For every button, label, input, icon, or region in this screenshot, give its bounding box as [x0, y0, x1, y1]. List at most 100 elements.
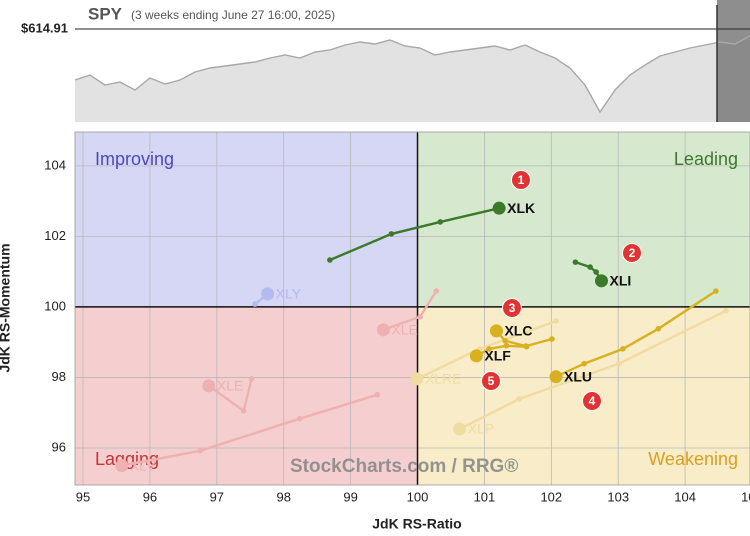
tail-point — [572, 259, 579, 265]
annotation-badge — [511, 170, 531, 190]
x-tick-label: 104 — [674, 489, 696, 504]
watermark: StockCharts.com / RRG® — [290, 456, 518, 477]
y-tick-label: 100 — [44, 298, 66, 313]
tail-point — [327, 257, 333, 263]
y-axis-title: JdK RS-Momentum — [0, 243, 13, 372]
tail-point — [523, 343, 530, 350]
x-tick-label: 96 — [143, 489, 157, 504]
tail-point — [587, 264, 593, 270]
spy-area — [75, 36, 750, 122]
tail-point — [486, 346, 492, 352]
annotation-badge — [622, 243, 642, 263]
tail-point — [296, 415, 303, 422]
tail-point — [655, 325, 662, 332]
annotation-number: 4 — [589, 394, 596, 408]
plot-area: Improving Leading Lagging Weakening StockCha… — [75, 132, 750, 485]
tail-point — [723, 307, 729, 314]
quadrant — [417, 132, 750, 307]
tail-point — [620, 346, 626, 352]
rrg-plot: Improving Leading Lagging Weakening StockCha… — [44, 131, 750, 504]
spy-line-group — [75, 0, 750, 122]
y-tick-label: 104 — [44, 157, 66, 172]
series-label: XLK — [507, 200, 535, 216]
spy-panel: SPY (3 weeks ending June 27 16:00, 2025)… — [21, 0, 750, 122]
tail-head — [115, 459, 129, 473]
tail-head — [594, 274, 608, 288]
tail-line — [120, 393, 379, 467]
x-tick-label: 105 — [741, 489, 750, 504]
tail-point — [374, 391, 381, 398]
series-label: XLE — [217, 378, 243, 394]
tail-head — [469, 349, 483, 363]
tail-head — [202, 379, 216, 393]
annotation-badge — [502, 298, 522, 318]
series-label: XLY — [276, 286, 302, 302]
tail-point — [197, 447, 203, 454]
x-tick-label: 103 — [607, 489, 629, 504]
tail-point — [248, 376, 255, 382]
y-tick-label: 98 — [52, 369, 66, 384]
series-label: XLRE — [425, 371, 462, 387]
tail-line — [328, 206, 501, 262]
tail-head — [410, 372, 424, 386]
x-tick-label: 95 — [76, 489, 90, 504]
quadrant-label: Weakening — [648, 449, 738, 469]
tail-point — [549, 336, 555, 342]
tail-point — [433, 288, 440, 294]
x-tick-label: 101 — [474, 489, 496, 504]
last-price-label: $614.91 — [21, 20, 68, 35]
tail-point — [437, 219, 444, 225]
y-tick-label: 96 — [52, 439, 66, 454]
tail-head — [376, 323, 390, 337]
series-label: XLE — [391, 322, 417, 338]
spy-line — [75, 35, 750, 114]
annotation-number: 5 — [488, 374, 495, 388]
x-tick-label: 100 — [407, 489, 429, 504]
y-tick-label: 102 — [44, 228, 66, 243]
tail-point — [502, 337, 508, 344]
annotation-number: 3 — [509, 301, 516, 315]
annotation-badge — [481, 371, 501, 391]
tail-head — [492, 201, 506, 215]
quadrant-label: Lagging — [95, 449, 159, 469]
quadrant — [75, 132, 418, 307]
quadrant-label: Improving — [95, 149, 174, 169]
series-label: XLI — [609, 273, 631, 289]
tail-line — [458, 309, 728, 431]
tail-point — [503, 342, 510, 349]
tail-point — [581, 360, 587, 367]
tail-head — [261, 287, 275, 301]
series-label: XLP — [468, 421, 494, 437]
spy-title: SPY — [88, 4, 123, 23]
series-label: XLC — [504, 323, 532, 339]
tail-head — [549, 370, 563, 384]
x-tick-label: 99 — [343, 489, 357, 504]
tail-point — [388, 231, 395, 237]
annotation-number: 1 — [518, 173, 525, 187]
tail-line — [475, 344, 528, 358]
tail-point — [252, 301, 258, 307]
tail-point — [616, 360, 622, 367]
tail-point — [417, 313, 423, 320]
annotation-badge — [582, 391, 602, 411]
tail-point — [240, 408, 247, 414]
spy-subtitle: (3 weeks ending June 27 16:00, 2025) — [131, 8, 335, 22]
annotation-number: 2 — [629, 246, 636, 260]
current-week-shade — [717, 0, 750, 122]
tail-point — [516, 396, 523, 402]
series-label: XLF — [484, 348, 511, 364]
x-tick-label: 97 — [210, 489, 224, 504]
tail-point — [593, 269, 599, 275]
tail-line — [495, 329, 554, 348]
plot-frame — [74, 131, 750, 486]
tail-point — [713, 288, 719, 294]
x-tick-label: 98 — [276, 489, 290, 504]
x-axis-title: JdK RS-Ratio — [372, 516, 461, 532]
tail-head — [489, 324, 503, 338]
x-tick-label: 102 — [540, 489, 562, 504]
quadrant-label: Leading — [674, 149, 738, 169]
tail-point — [553, 318, 559, 324]
series-label: XLV — [130, 457, 156, 473]
